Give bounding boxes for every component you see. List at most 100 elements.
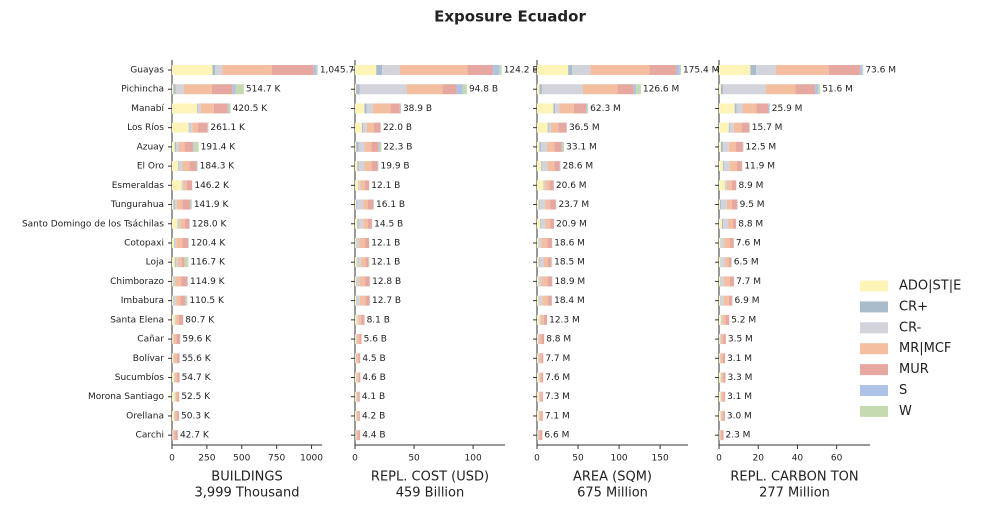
bar-segment	[723, 391, 726, 402]
y-tick-label: Sucumbíos	[115, 373, 165, 383]
bar-total-label: 3.5 M	[728, 335, 753, 345]
bar-segment	[541, 372, 544, 383]
bar-total-label: 15.7 M	[752, 123, 783, 133]
bar-segment	[537, 103, 554, 114]
bar-segment	[359, 84, 407, 95]
bar-segment	[172, 218, 178, 229]
x-tick-label: 750	[268, 454, 285, 464]
bar-segment	[174, 410, 176, 421]
bar-segment	[769, 103, 770, 114]
bar-segment	[355, 122, 363, 133]
bar-segment	[406, 84, 443, 95]
bar-segment	[356, 391, 358, 402]
bar-segment	[756, 65, 776, 75]
bar-segment	[537, 84, 540, 95]
bar-total-label: 6.5 M	[734, 258, 759, 268]
bar-segment	[547, 161, 555, 172]
bar-segment	[358, 314, 362, 325]
bar-total-label: 3.1 M	[727, 392, 752, 402]
bar-total-label: 16.1 B	[376, 200, 405, 210]
bar-segment	[355, 353, 356, 364]
bar-segment	[355, 314, 357, 325]
bar-total-label: 52.5 K	[181, 392, 211, 402]
bar-total-label: 8.1 B	[367, 315, 390, 325]
bar-total-label: 116.7 K	[190, 258, 226, 268]
bar-segment	[399, 103, 401, 114]
legend-swatch	[860, 322, 888, 334]
bar-segment	[173, 334, 177, 345]
bar-total-label: 19.9 B	[381, 162, 410, 172]
bar-segment	[550, 199, 556, 210]
y-tick-label: Chimborazo	[110, 277, 164, 287]
bar-segment	[720, 199, 727, 210]
bar-segment	[355, 295, 357, 306]
bar-segment	[546, 141, 555, 152]
bar-segment	[590, 65, 650, 75]
bar-segment	[175, 257, 178, 268]
bar-segment	[175, 410, 178, 421]
bar-total-label: 12.3 M	[549, 315, 580, 325]
bar-segment	[379, 141, 382, 152]
bar-segment	[176, 353, 180, 364]
bar-segment	[719, 218, 722, 229]
bar-segment	[537, 122, 548, 133]
bar-segment	[719, 257, 721, 268]
bar-segment	[178, 314, 184, 325]
bar-segment	[366, 103, 373, 114]
bar-segment	[541, 161, 548, 172]
bar-segment	[721, 314, 723, 325]
bar-segment	[731, 180, 737, 191]
bar-segment	[355, 180, 359, 191]
bar-total-label: 261.1 K	[210, 123, 246, 133]
bar-segment	[172, 103, 198, 114]
bar-segment	[719, 199, 720, 210]
bar-segment	[719, 199, 721, 210]
bar-segment	[723, 295, 729, 306]
bar-segment	[537, 334, 539, 345]
bar-segment	[539, 276, 542, 287]
bar-segment	[175, 84, 184, 95]
bar-segment	[356, 410, 358, 421]
bar-segment	[211, 84, 233, 95]
bar-total-label: 120.4 K	[191, 238, 227, 248]
bar-segment	[372, 103, 391, 114]
bar-segment	[541, 334, 545, 345]
bar-total-label: 3.0 M	[727, 411, 752, 421]
bar-segment	[356, 295, 357, 306]
bar-segment	[358, 372, 361, 383]
bar-total-label: 12.1 B	[371, 238, 400, 248]
bar-segment	[174, 276, 176, 287]
bar-segment	[399, 65, 468, 75]
bar-segment	[177, 410, 179, 421]
bar-segment	[356, 430, 359, 441]
bar-segment	[173, 84, 176, 95]
bar-segment	[554, 141, 562, 152]
bar-total-label: 7.6 M	[545, 373, 570, 383]
y-tick-label: Pichincha	[121, 85, 164, 95]
bar-total-label: 141.9 K	[194, 200, 230, 210]
bar-total-label: 94.8 B	[469, 85, 498, 95]
bar-segment	[547, 257, 552, 268]
bar-segment	[721, 372, 724, 383]
bar-total-label: 12.1 B	[371, 181, 400, 191]
y-tick-label: Guayas	[130, 66, 164, 76]
bar-segment	[537, 180, 544, 191]
bar-segment	[175, 314, 177, 325]
bar-total-label: 5.6 B	[364, 335, 387, 345]
bar-segment	[175, 372, 178, 383]
bar-segment	[728, 295, 733, 306]
bar-segment	[190, 199, 192, 210]
bar-total-label: 4.1 B	[362, 392, 385, 402]
bar-segment	[355, 372, 357, 383]
bar-segment	[196, 161, 197, 172]
bar-segment	[355, 410, 357, 421]
bar-total-label: 11.9 M	[744, 162, 775, 172]
bar-segment	[775, 65, 829, 75]
bar-segment	[768, 103, 770, 114]
bar-segment	[172, 122, 189, 133]
bar-segment	[543, 257, 548, 268]
bar-segment	[756, 103, 769, 114]
bar-total-label: 124.2 B	[504, 66, 539, 76]
y-tick-label: Orellana	[126, 411, 164, 421]
bar-segment	[538, 257, 540, 268]
